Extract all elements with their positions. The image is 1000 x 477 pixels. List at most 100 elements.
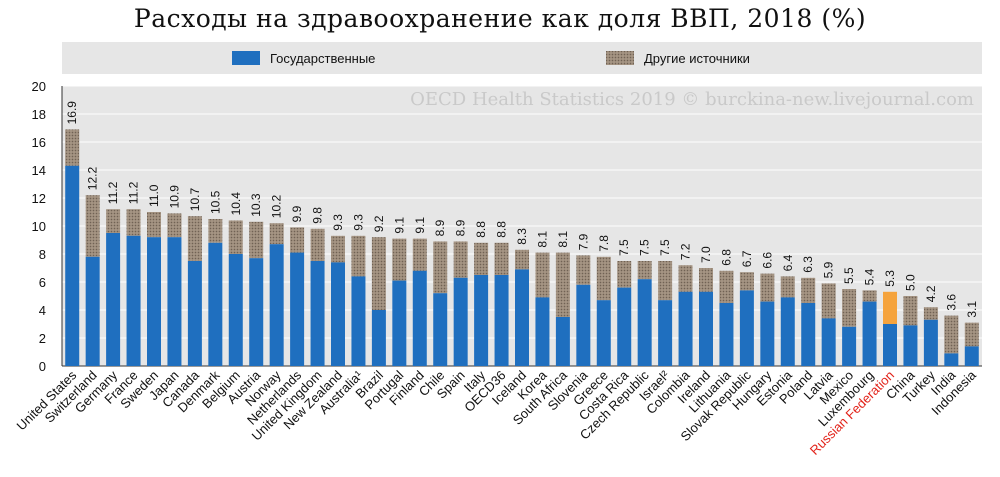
y-tick-label: 8 — [39, 247, 46, 262]
bar-government — [126, 235, 141, 366]
y-tick-label: 12 — [32, 191, 46, 206]
data-label-total: 12.2 — [86, 167, 100, 191]
bar-stack-other — [596, 256, 611, 301]
bar-government — [106, 233, 121, 366]
data-label-total: 9.8 — [311, 207, 325, 224]
bar-stack-other — [474, 242, 489, 275]
bar-stack-other — [453, 241, 468, 278]
data-label-total: 7.0 — [699, 246, 713, 263]
bar-stack-other — [801, 277, 816, 303]
bar-government — [371, 310, 386, 366]
bar-government — [617, 287, 632, 366]
legend-label-government: Государственные — [270, 51, 375, 66]
data-label-total: 9.9 — [290, 205, 304, 222]
bar-government — [494, 275, 509, 366]
bar-government — [576, 284, 591, 366]
bar-government — [964, 346, 979, 366]
bar-government — [453, 277, 468, 366]
bar-stack-other — [842, 289, 857, 327]
bar-government — [719, 303, 734, 366]
bar-government — [85, 256, 100, 366]
data-label-total: 6.7 — [740, 250, 754, 267]
bar-government — [862, 301, 877, 366]
bar-stack-other — [351, 235, 366, 277]
bar-stack-other — [187, 216, 202, 261]
bar-stack-other — [678, 265, 693, 292]
chart-title: Расходы на здравоохранение как доля ВВП,… — [133, 4, 867, 33]
data-label-total: 8.8 — [474, 221, 488, 238]
bar-stack-other — [371, 237, 386, 310]
data-label-total: 7.5 — [617, 239, 631, 256]
bar-stack-other — [923, 307, 938, 320]
bar-government — [187, 261, 202, 366]
bar-stack-other — [494, 242, 509, 275]
bar-government — [821, 318, 836, 366]
data-label-total: 6.3 — [801, 256, 815, 273]
bar-government — [331, 262, 345, 366]
data-label-total: 5.3 — [883, 270, 897, 287]
data-label-total: 8.1 — [535, 231, 549, 248]
y-tick-label: 2 — [39, 331, 46, 346]
bar-government — [637, 279, 652, 366]
bar-stack-other — [126, 209, 141, 236]
bar-stack-other — [944, 315, 959, 354]
bar-government — [842, 326, 857, 366]
legend-swatch-government — [232, 51, 260, 65]
bar-stack-other — [208, 219, 223, 243]
data-label-total: 5.5 — [842, 267, 856, 284]
data-label-total: 6.6 — [760, 252, 774, 269]
bar-stack-other — [964, 322, 979, 347]
bar-government — [228, 254, 243, 366]
data-label-total: 7.5 — [638, 239, 652, 256]
bar-government — [474, 275, 489, 366]
data-label-total: 10.9 — [167, 185, 181, 209]
bar-government — [515, 269, 529, 366]
data-label-total: 9.2 — [372, 215, 386, 232]
data-label-total: 3.6 — [944, 294, 958, 311]
bar-government — [944, 353, 959, 366]
bar-government — [208, 242, 223, 366]
data-label-total: 16.9 — [65, 101, 79, 125]
bar-government — [249, 258, 264, 366]
bar-stack-other — [85, 195, 100, 257]
data-label-total: 11.2 — [106, 181, 120, 204]
data-label-total: 6.4 — [781, 254, 795, 271]
bar-stack-other — [535, 252, 550, 298]
data-label-total: 8.9 — [454, 219, 468, 236]
data-label-total: 5.9 — [822, 261, 836, 278]
bar-government — [678, 291, 693, 366]
data-label-total: 7.2 — [679, 243, 693, 260]
y-tick-label: 16 — [32, 135, 46, 150]
bar-government — [269, 244, 284, 366]
data-label-total: 4.2 — [924, 285, 938, 302]
bar-stack-other — [719, 270, 734, 303]
data-label-total: 9.1 — [392, 217, 406, 234]
data-label-total: 3.1 — [965, 301, 979, 318]
bar-stack-other — [433, 241, 448, 294]
data-label-total: 10.2 — [270, 195, 284, 219]
bar-stack-other — [269, 223, 284, 245]
bar-stack-other — [290, 227, 305, 253]
bar-stack-other — [576, 255, 591, 285]
bar-government — [412, 270, 427, 366]
data-label-total: 9.3 — [331, 214, 345, 231]
bar-government — [760, 301, 775, 366]
data-label-total: 9.1 — [413, 217, 427, 234]
bar-government — [555, 317, 570, 366]
data-label-total: 10.4 — [229, 192, 243, 216]
y-tick-label: 10 — [32, 219, 46, 234]
data-label-total: 8.8 — [495, 221, 509, 238]
data-label-total: 7.9 — [576, 233, 590, 250]
data-label-total: 10.5 — [208, 190, 222, 214]
y-tick-label: 20 — [32, 79, 46, 94]
data-label-total: 10.7 — [188, 188, 202, 212]
bar-government — [392, 280, 407, 366]
bar-government — [699, 291, 713, 366]
bar-government — [290, 252, 305, 366]
bar-stack-other — [821, 283, 836, 319]
legend-label-other: Другие источники — [644, 51, 750, 66]
y-tick-label: 6 — [39, 275, 46, 290]
data-label-total: 5.4 — [863, 268, 877, 285]
bar-government — [739, 290, 754, 366]
